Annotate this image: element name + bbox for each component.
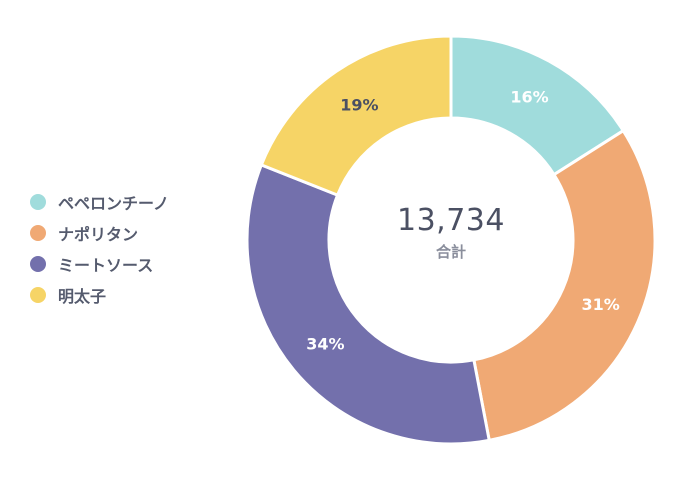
legend-label: ナポリタン (58, 224, 139, 244)
legend-label: ペペロンチーノ (58, 193, 170, 213)
donut-slice[interactable] (245, 162, 491, 446)
slice-percent-label: 19% (340, 96, 378, 115)
center-total-label: 合計 (435, 243, 466, 261)
slice-percent-label: 31% (581, 295, 619, 314)
center-total-value: 13,734 (397, 203, 505, 238)
center-summary: 13,734 合計 (351, 203, 551, 263)
legend-swatch (30, 255, 46, 272)
legend-label: 明太子 (58, 286, 107, 306)
slice-percent-label: 16% (510, 88, 548, 107)
donut-slice[interactable] (259, 34, 453, 198)
legend: ペペロンチーノ ナポリタン ミートソース 明太子 (30, 186, 169, 310)
legend-item-mentaiko[interactable]: 明太子 (30, 279, 169, 310)
legend-swatch (30, 286, 46, 303)
legend-swatch (30, 224, 46, 241)
donut-slice[interactable] (472, 128, 657, 443)
slice-percent-label: 34% (306, 334, 344, 353)
legend-item-napolitan[interactable]: ナポリタン (30, 217, 169, 248)
legend-item-peperoncino[interactable]: ペペロンチーノ (30, 186, 169, 217)
legend-item-meat-sauce[interactable]: ミートソース (30, 248, 169, 279)
legend-swatch (30, 193, 46, 210)
legend-label: ミートソース (58, 255, 154, 275)
